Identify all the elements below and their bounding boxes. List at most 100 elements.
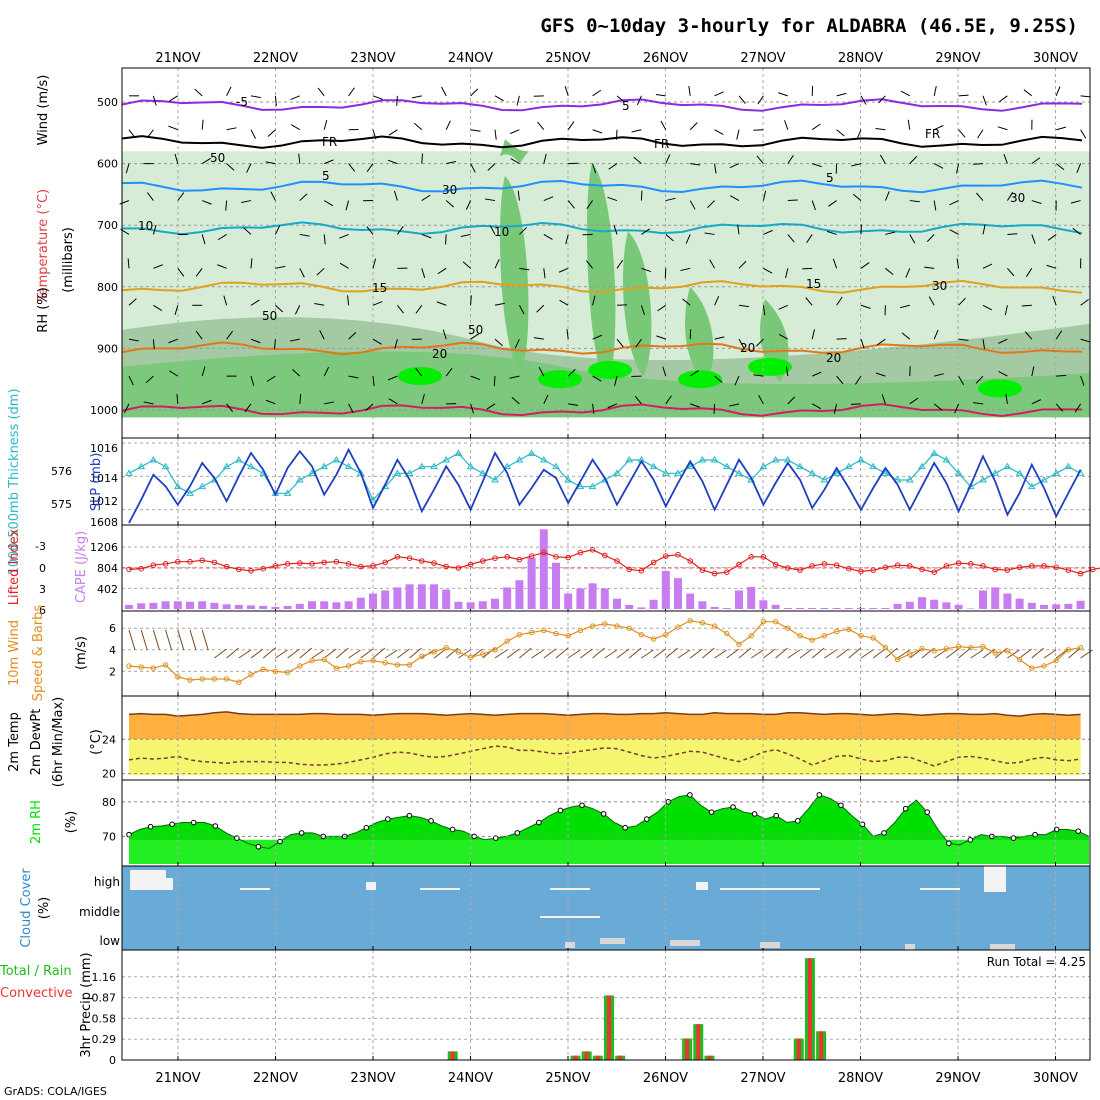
cape-tick-label: 1206 <box>90 541 118 554</box>
li-tick-label: 0 <box>39 562 46 575</box>
rh-saturated-patch <box>678 370 722 389</box>
wind-barb <box>127 258 130 269</box>
wind-barb <box>784 120 789 130</box>
wind-speed-point <box>1053 657 1059 664</box>
thickness-point <box>661 469 670 476</box>
thickness-point <box>466 462 475 470</box>
thickness-point <box>1064 462 1073 470</box>
wind-barb <box>470 333 480 340</box>
wind-speed-point <box>980 643 986 650</box>
thickness-point <box>954 469 963 476</box>
wind-barb <box>536 304 545 313</box>
cape-bar <box>381 590 390 609</box>
date-label-top: 21NOV <box>155 51 200 66</box>
wind-barb <box>1005 393 1008 404</box>
wind-barb <box>125 163 130 174</box>
wind-barb <box>755 338 764 347</box>
wind-barb <box>762 190 767 201</box>
thickness-point <box>820 476 829 483</box>
li-tick-label: 3 <box>39 583 46 596</box>
wind-barb <box>811 647 825 659</box>
wind-barb <box>531 649 544 659</box>
wind-barb <box>290 95 300 101</box>
thickness-point <box>405 469 414 476</box>
wind-barb <box>787 396 796 405</box>
wind-barb <box>592 403 595 414</box>
rh-point <box>730 804 736 810</box>
li-point <box>260 565 267 572</box>
thickness-point <box>1015 469 1024 476</box>
li-point <box>1041 563 1047 569</box>
li-point <box>711 570 718 577</box>
wind-speed-point <box>772 619 779 625</box>
wind-barb <box>1003 154 1008 164</box>
rh-point <box>1010 835 1017 841</box>
li-point <box>968 561 974 567</box>
wind-barb <box>436 301 447 306</box>
wind-barb <box>128 375 134 386</box>
wind-barb <box>787 199 798 202</box>
cape-bar <box>430 584 438 609</box>
wind-barb <box>689 122 698 131</box>
wind-barb <box>470 403 475 414</box>
rh-point <box>147 823 154 830</box>
panel-slp-thickness: 1016 1014 1012 1608 576 575 1000-500mb Thickne… <box>7 388 1091 576</box>
cape-bar <box>637 607 646 609</box>
li-point <box>199 557 205 564</box>
wind-barb <box>970 649 984 659</box>
rh-point <box>492 835 499 841</box>
thickness-point <box>491 476 499 483</box>
wind-barb <box>194 88 203 97</box>
wind-barb <box>756 155 764 164</box>
date-label-bottom: 30NOV <box>1033 1071 1078 1086</box>
wind-barb <box>226 403 234 413</box>
wind-barb <box>934 373 945 377</box>
wind-barb <box>876 338 886 346</box>
li-point <box>699 567 706 573</box>
wind-speed-point <box>992 650 998 656</box>
li-point <box>297 560 303 566</box>
wind-barb <box>119 200 130 205</box>
li-point <box>1029 563 1035 569</box>
wind-speed-point <box>894 656 901 663</box>
wind-barb <box>982 263 993 269</box>
wind-barb <box>168 338 178 344</box>
wind-barb <box>519 647 532 659</box>
cape-bar <box>417 584 426 609</box>
li-point <box>846 565 852 572</box>
wind-barb <box>176 393 179 404</box>
wind-barb <box>140 629 148 651</box>
ylabel-2m-dewpt: 2m DewPt <box>29 709 44 776</box>
rh-base-band <box>129 839 1089 864</box>
wind-barb <box>778 333 789 340</box>
precip-convective-bar <box>573 1055 578 1060</box>
wind-barb <box>997 126 1008 131</box>
thickness-point <box>332 456 341 463</box>
wind-barb <box>680 267 691 272</box>
wind-barb <box>558 267 569 273</box>
wind-barb <box>470 129 481 132</box>
precip-convective-bar <box>595 1055 600 1060</box>
wind-barb <box>802 267 813 270</box>
cape-bar <box>405 584 414 609</box>
wind-speed-point <box>846 626 852 632</box>
thickness-point <box>552 462 560 470</box>
thickness-point <box>869 462 878 470</box>
wind-barb <box>494 95 504 102</box>
li-point <box>797 567 803 573</box>
ylabel-temperature: Temperature (°C) <box>36 189 51 302</box>
rh-point <box>363 824 370 831</box>
wind-barb <box>487 163 496 171</box>
wind-speed-point <box>565 633 571 639</box>
wind-barb <box>836 92 847 97</box>
ylabel-wind: 10m Wind <box>7 620 22 686</box>
wind-barb <box>689 200 696 210</box>
wind-barb <box>836 375 844 385</box>
wind-speed-point <box>1077 644 1084 651</box>
wind-barb <box>128 298 137 306</box>
li-point <box>284 561 291 567</box>
li-point <box>663 553 669 559</box>
li-point <box>955 560 962 566</box>
wind-barb <box>299 193 308 201</box>
